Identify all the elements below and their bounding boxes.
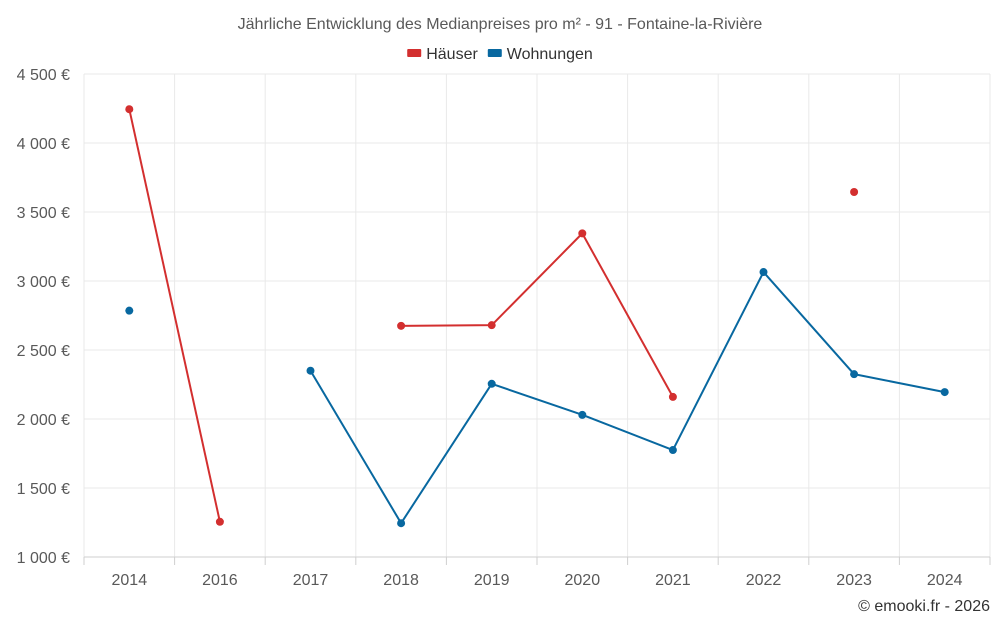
legend-label: Wohnungen [507,46,593,63]
data-point[interactable] [668,392,677,401]
data-point[interactable] [125,306,134,315]
legend-label: Häuser [426,46,478,63]
data-point[interactable] [759,268,768,277]
x-tick-label: 2016 [202,572,238,589]
data-point[interactable] [850,370,859,379]
legend-item[interactable]: Häuser [407,46,478,63]
x-tick-label: 2021 [655,572,691,589]
series-haeuser [125,105,859,526]
legend-item[interactable]: Wohnungen [487,46,593,63]
legend-swatch [407,49,422,57]
series-line-segment [128,108,221,523]
x-tick-label: 2014 [112,572,148,589]
data-point[interactable] [306,366,315,375]
data-point[interactable] [578,410,587,419]
tick-labels: 1 000 € 1 500 € 2 000 € 2 500 € 3 000 € 3 500… [17,67,963,589]
x-tick-label: 2022 [746,572,782,589]
x-tick-label: 2019 [474,572,510,589]
series-line-segment [401,232,674,398]
y-tick-label: 3 500 € [17,205,70,222]
data-point[interactable] [850,187,859,196]
series-line-segment [309,271,945,525]
y-tick-label: 1 500 € [17,481,70,498]
legend-swatch [487,49,502,57]
y-tick-label: 3 000 € [17,274,70,291]
x-tick-label: 2023 [836,572,872,589]
y-tick-label: 4 000 € [17,136,70,153]
x-tick-label: 2018 [383,572,419,589]
chart-title: Jährliche Entwicklung des Medianpreises … [238,16,763,33]
data-point[interactable] [397,321,406,330]
data-point[interactable] [215,517,224,526]
data-point[interactable] [578,229,587,238]
y-tick-label: 1 000 € [17,550,70,567]
x-tick-label: 2024 [927,572,963,589]
y-tick-label: 2 000 € [17,412,70,429]
y-tick-label: 2 500 € [17,343,70,360]
data-point[interactable] [397,519,406,528]
x-tick-label: 2017 [293,572,329,589]
data-point[interactable] [487,379,496,388]
data-point[interactable] [668,446,677,455]
x-tick-label: 2020 [565,572,601,589]
series-wohnungen [125,268,949,528]
copyright-credit: © emooki.fr - 2026 [858,598,990,615]
data-point[interactable] [125,105,134,114]
data-point[interactable] [940,388,949,397]
y-tick-label: 4 500 € [17,67,70,84]
axes [83,556,991,565]
data-series [125,105,949,528]
chart-legend: Häuser Wohnungen [407,46,593,63]
grid-lines [83,73,991,557]
data-point[interactable] [487,321,496,330]
